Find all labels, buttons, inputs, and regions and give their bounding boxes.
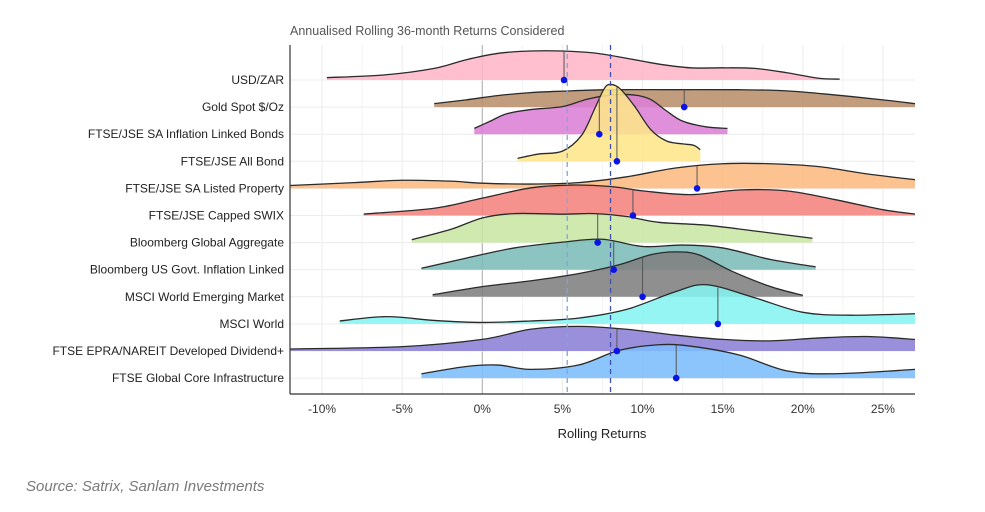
ridge-bloomberg-global-aggregate: [411, 212, 813, 243]
y-axis-label: Bloomberg US Govt. Inflation Linked: [90, 263, 284, 277]
reference-lines-layer: [566, 45, 612, 394]
ridge-bloomberg-us-govt-inflation-linked: [421, 238, 816, 270]
ridge-ftse-jse-all-bond: [517, 83, 701, 162]
mean-point: [613, 158, 621, 165]
ridge-fill: [434, 89, 915, 108]
ridge-ftse-global-core-infrastructure: [421, 343, 916, 379]
ridge-outline: [363, 184, 916, 215]
mean-point: [594, 239, 601, 246]
y-axis-label: FTSE/JSE All Bond: [181, 154, 284, 168]
mean-point: [610, 266, 618, 274]
y-axis-label: Gold Spot $/Oz: [202, 100, 284, 114]
ridge-ftse-jse-capped-swix: [363, 184, 916, 216]
ridge-outline: [411, 212, 813, 241]
x-tick-label: 5%: [554, 402, 572, 416]
ridge-fill: [411, 213, 813, 243]
ridge-outline: [289, 325, 916, 350]
ridge-outline: [289, 162, 916, 187]
ridge-outline: [517, 83, 701, 160]
mean-point: [560, 76, 568, 84]
x-tick-label: 25%: [871, 402, 895, 416]
ridge-outline: [421, 238, 816, 269]
ridge-gold-spot-oz: [434, 88, 916, 108]
ridge-outline: [421, 343, 916, 375]
x-axis-tick-labels: -10% -5% 0% 5% 10% 15% 20% 25%: [308, 402, 895, 416]
mean-point: [629, 212, 637, 219]
ridge-fill: [421, 239, 816, 270]
mean-point: [613, 347, 621, 355]
y-axis-label: USD/ZAR: [231, 73, 284, 87]
ridge-ftse-epra-nareit-developed-dividend-: [289, 325, 916, 351]
y-axis-label: FTSE/JSE SA Inflation Linked Bonds: [88, 127, 284, 141]
mean-point: [693, 185, 701, 192]
y-axis-label: FTSE/JSE Capped SWIX: [149, 209, 284, 223]
ridge-msci-world: [339, 283, 916, 324]
chart-subtitle: Annualised Rolling 36-month Returns Cons…: [290, 24, 565, 38]
y-axis-label: MSCI World Emerging Market: [125, 290, 285, 304]
x-tick-label: 20%: [791, 402, 815, 416]
mean-point: [672, 374, 680, 382]
ridge-fill: [363, 185, 915, 216]
mean-point: [595, 130, 603, 138]
ridge-ftse-jse-sa-listed-property: [289, 162, 916, 189]
y-axis-label: FTSE Global Core Infrastructure: [112, 371, 284, 385]
source-note: Source: Satrix, Sanlam Investments: [26, 478, 265, 495]
ridge-fill: [517, 84, 701, 162]
x-axis-label: Rolling Returns: [558, 426, 647, 441]
y-axis-label: MSCI World: [220, 317, 284, 331]
ridge-fill: [290, 326, 915, 351]
ridge-outline: [339, 283, 916, 324]
mean-point: [714, 320, 722, 328]
y-axis-label: Bloomberg Global Aggregate: [130, 236, 284, 250]
x-tick-label: 15%: [711, 402, 735, 416]
y-axis-label: FTSE/JSE SA Listed Property: [125, 181, 284, 195]
x-tick-label: 10%: [631, 402, 655, 416]
x-tick-label: 0%: [474, 402, 492, 416]
ridge-outline: [432, 251, 803, 296]
mean-point: [680, 103, 688, 111]
x-tick-label: -5%: [392, 402, 414, 416]
ridge-fill: [326, 50, 840, 80]
y-axis-label: FTSE EPRA/NAREIT Developed Dividend+: [52, 344, 284, 358]
mean-markers-layer: [560, 51, 722, 382]
ridges-layer: [289, 50, 916, 379]
mean-point: [639, 293, 646, 301]
ridge-fill: [290, 163, 915, 189]
y-axis-labels: USD/ZAR Gold Spot $/Oz FTSE/JSE SA Inflati…: [52, 73, 284, 385]
ridge-outline: [434, 88, 916, 105]
ridge-fill: [339, 284, 916, 324]
x-tick-label: -10%: [308, 402, 336, 416]
